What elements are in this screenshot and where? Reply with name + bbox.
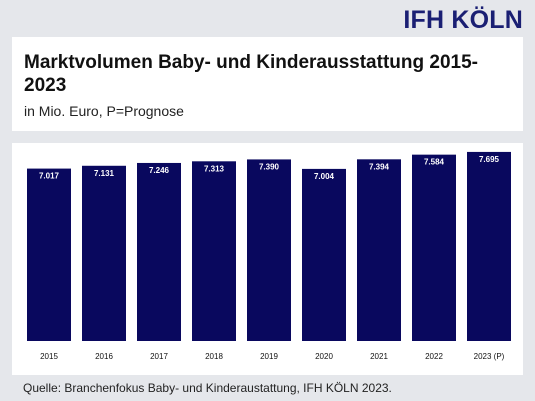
- bar-2020: [302, 168, 346, 341]
- brand-logo: IFH KÖLN: [403, 6, 523, 34]
- bar-value-label: 7.695: [479, 155, 500, 164]
- bar-chart: 7.017 2015 7.131 2016 7.246 2017 7.313 2018 7.39…: [27, 151, 511, 361]
- x-tick-label: 2020: [315, 352, 333, 361]
- bar-value-label: 7.017: [39, 172, 60, 181]
- chart-title: Marktvolumen Baby- und Kinderausstattung…: [24, 52, 478, 96]
- x-tick-label: 2023 (P): [474, 352, 505, 361]
- x-tick-label: 2017: [150, 352, 168, 361]
- x-tick-label: 2016: [95, 352, 113, 361]
- bar-value-label: 7.390: [259, 162, 280, 171]
- x-tick-label: 2021: [370, 352, 388, 361]
- bar-value-label: 7.246: [149, 166, 170, 175]
- bar-2017: [137, 162, 181, 341]
- bar-value-label: 7.313: [204, 164, 225, 173]
- chart-area: 7.017 2015 7.131 2016 7.246 2017 7.313 2018 7.39…: [12, 143, 523, 375]
- chart-header-card: Marktvolumen Baby- und Kinderausstattung…: [12, 37, 523, 131]
- x-tick-label: 2022: [425, 352, 443, 361]
- bar-2023-P: [467, 151, 511, 341]
- x-tick-label: 2015: [40, 352, 58, 361]
- bar-value-label: 7.004: [314, 172, 335, 181]
- bar-2019: [247, 159, 291, 341]
- x-tick-label: 2019: [260, 352, 278, 361]
- bar-2015: [27, 168, 71, 341]
- bar-value-label: 7.131: [94, 169, 115, 178]
- x-tick-label: 2018: [205, 352, 223, 361]
- source-note: Quelle: Branchenfokus Baby- und Kinderau…: [23, 381, 392, 395]
- bar-2016: [82, 165, 126, 341]
- chart-subtitle: in Mio. Euro, P=Prognose: [24, 103, 184, 119]
- bar-value-label: 7.394: [369, 162, 390, 171]
- bar-2021: [357, 159, 401, 341]
- bar-2018: [192, 161, 236, 341]
- bar-value-label: 7.584: [424, 158, 445, 167]
- bar-2022: [412, 154, 456, 341]
